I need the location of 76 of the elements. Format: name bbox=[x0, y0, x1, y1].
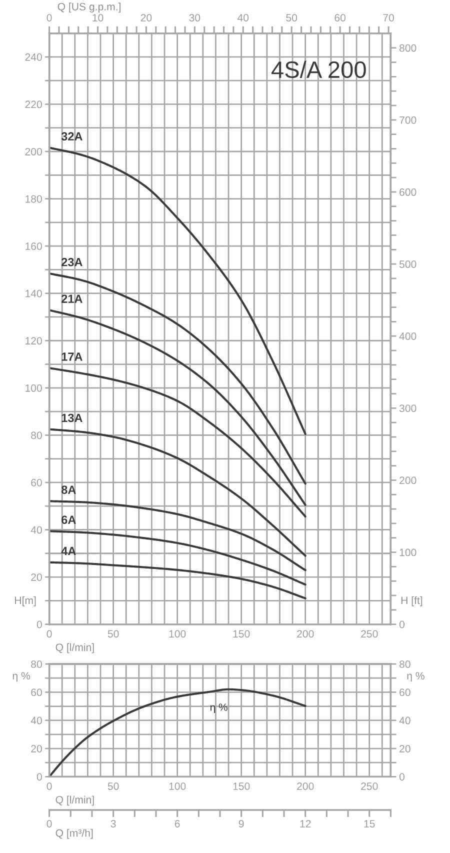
y2-tick-label: 80 bbox=[399, 660, 410, 668]
x-tick-label: 200 bbox=[297, 782, 314, 790]
x-tick-label: 50 bbox=[108, 782, 119, 790]
y2-tick-label: 600 bbox=[400, 188, 416, 196]
series-label: 13A bbox=[62, 414, 82, 422]
y-tick-label: 140 bbox=[26, 290, 42, 298]
y-axis-title: η % bbox=[12, 672, 30, 682]
y2-tick-label: 0 bbox=[399, 773, 404, 781]
series-label: 32A bbox=[61, 132, 82, 141]
x2-tick-label: 15 bbox=[364, 820, 375, 828]
x2-tick-label: 20 bbox=[140, 14, 152, 22]
y-tick-label: 0 bbox=[36, 620, 42, 628]
y-tick-label: 60 bbox=[31, 478, 42, 486]
y-tick-label: 80 bbox=[31, 432, 42, 440]
series-label: 6A bbox=[62, 516, 76, 524]
y2-tick-label: 60 bbox=[400, 688, 410, 696]
y-tick-label: 40 bbox=[30, 716, 42, 724]
x-tick-label: 200 bbox=[297, 630, 314, 638]
y-tick-label: 240 bbox=[25, 53, 42, 61]
series-label: 17A bbox=[62, 352, 82, 361]
x-tick-label: 250 bbox=[361, 782, 378, 790]
y2-tick-label: 0 bbox=[399, 620, 404, 628]
x2-tick-label: 3 bbox=[110, 820, 116, 828]
series-label: 8A bbox=[61, 486, 76, 494]
x2-tick-label: 6 bbox=[174, 820, 180, 828]
y2-tick-label: 100 bbox=[400, 548, 416, 556]
series-label: η % bbox=[210, 704, 228, 713]
y-tick-label: 60 bbox=[31, 688, 42, 696]
x-tick-label: 100 bbox=[169, 782, 186, 790]
y2-tick-label: 200 bbox=[400, 476, 416, 484]
x-tick-label: 100 bbox=[169, 630, 186, 638]
x2-axis-title: Q [m³/h] bbox=[56, 829, 93, 839]
x-tick-label: 50 bbox=[108, 630, 119, 638]
y2-axis-title: η % bbox=[407, 672, 424, 682]
y-tick-label: 20 bbox=[31, 744, 42, 752]
y-tick-label: 0 bbox=[36, 773, 42, 781]
y-tick-label: 120 bbox=[26, 337, 42, 345]
x2-tick-label: 70 bbox=[383, 14, 394, 22]
x2-tick-label: 0 bbox=[46, 14, 52, 22]
text: 4S/A 200 bbox=[272, 60, 366, 78]
y2-tick-label: 800 bbox=[399, 44, 416, 52]
y2-tick-label: 300 bbox=[399, 404, 416, 412]
x2-tick-label: 10 bbox=[92, 14, 104, 22]
x-axis-title: Q [l/min] bbox=[56, 796, 94, 806]
y2-tick-label: 400 bbox=[399, 332, 416, 340]
y-tick-label: 80 bbox=[31, 660, 42, 668]
x2-tick-label: 12 bbox=[300, 820, 311, 828]
y2-tick-label: 20 bbox=[400, 744, 410, 752]
x-tick-label: 150 bbox=[233, 630, 250, 638]
y2-axis-title: H [ft] bbox=[401, 596, 422, 606]
y2-tick-label: 700 bbox=[400, 116, 416, 124]
y-tick-label: 180 bbox=[26, 195, 42, 203]
x2-tick-label: 30 bbox=[189, 14, 200, 22]
x-tick-label: 0 bbox=[46, 782, 52, 790]
x-axis-title: Q [l/min] bbox=[56, 643, 94, 654]
y-tick-label: 200 bbox=[25, 148, 42, 156]
series-label: 21A bbox=[62, 294, 82, 303]
y-tick-label: 100 bbox=[26, 384, 42, 392]
x-tick-label: 150 bbox=[233, 782, 250, 790]
series-label: 23A bbox=[62, 258, 82, 266]
y2-tick-label: 500 bbox=[399, 260, 416, 268]
x2-axis-title: Q [US g.p.m.] bbox=[58, 2, 120, 12]
x-tick-label: 0 bbox=[46, 630, 52, 638]
y-tick-label: 220 bbox=[25, 100, 42, 108]
y2-tick-label: 40 bbox=[399, 716, 410, 724]
y-tick-label: 160 bbox=[26, 242, 42, 250]
series-label: 4A bbox=[61, 546, 76, 556]
x2-tick-label: 60 bbox=[334, 14, 346, 22]
x2-tick-label: 40 bbox=[238, 14, 249, 22]
y-tick-label: 20 bbox=[31, 573, 42, 581]
x2-tick-label: 9 bbox=[238, 820, 244, 828]
y-axis-title: H[m] bbox=[15, 596, 36, 606]
x-tick-label: 250 bbox=[361, 630, 378, 638]
y-tick-label: 40 bbox=[30, 526, 42, 534]
x2-tick-label: 50 bbox=[286, 14, 298, 22]
x2-tick-label: 0 bbox=[46, 820, 52, 828]
